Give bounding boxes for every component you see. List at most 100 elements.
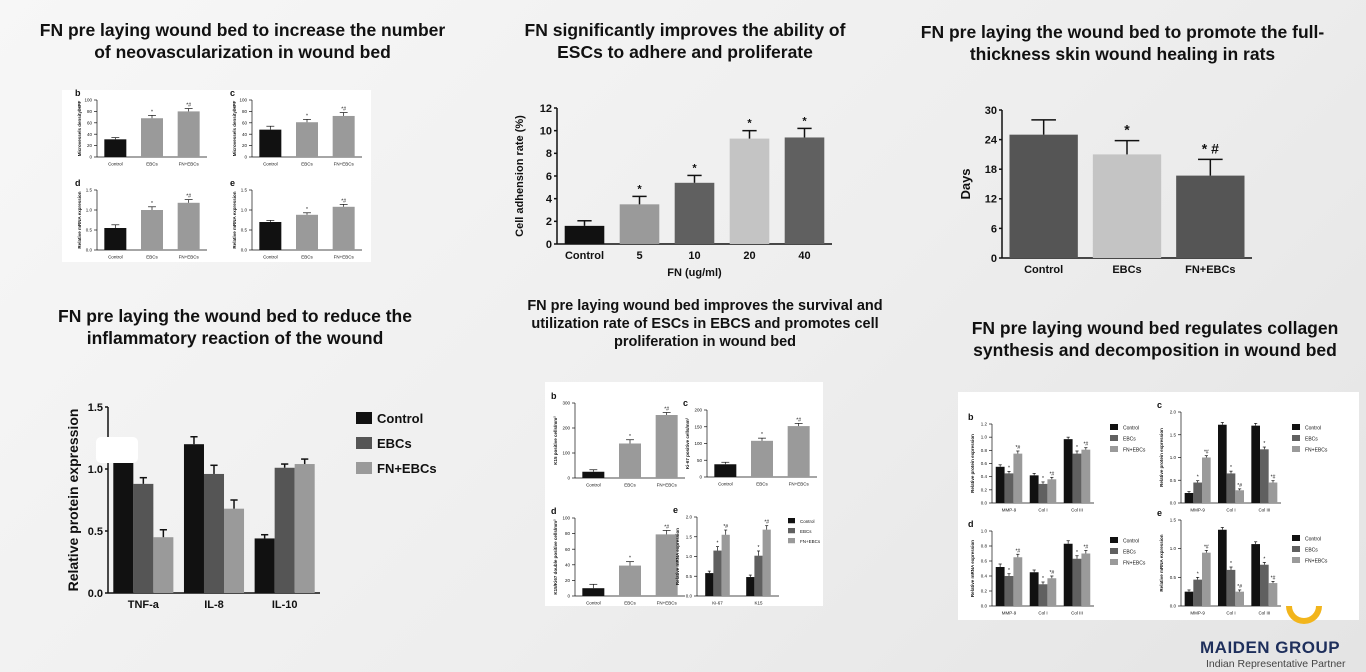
- chart-collagen-e: 0.0 0.5 1.0 1.5 * *# MMP-9 * *# Col I * *# Col III Re…: [1157, 508, 1328, 616]
- bar-control: [582, 471, 605, 478]
- category-label: EBCs: [756, 482, 768, 487]
- legend-label-fn-ebcs: FN+EBCs: [800, 539, 821, 544]
- legend-swatch-control: [788, 518, 795, 524]
- y-tick-label: 0.6: [981, 559, 988, 564]
- significance-mark: *: [629, 434, 631, 440]
- y-tick-label: 0: [546, 239, 552, 251]
- legend-label-control: Control: [377, 411, 423, 426]
- significance-mark: *: [1230, 465, 1232, 471]
- significance-mark: *: [629, 556, 631, 562]
- chart-survival-c: 0 50 100 150 200 Control * EBCs *# FN+EBCs Ki-67 p…: [683, 398, 817, 487]
- title-adhesion: FN significantly improves the ability of…: [524, 20, 846, 62]
- significance-mark: *#: [1049, 471, 1054, 477]
- significance-mark: *: [1197, 475, 1199, 481]
- bar-mmp-9-fn-ebcs: [1202, 552, 1211, 606]
- category-label: EBCs: [624, 483, 636, 488]
- category-label: Col III: [1071, 611, 1083, 616]
- bar-il-8-ebcs: [203, 473, 225, 593]
- y-tick-label: 0: [89, 155, 92, 160]
- significance-mark: *#: [723, 524, 728, 530]
- category-label: Control: [108, 255, 123, 260]
- legend-swatch-ebcs: [788, 528, 795, 534]
- significance-mark: *: [802, 115, 807, 127]
- bar-col-iii-control: [1251, 544, 1260, 606]
- y-tick-label: 0.0: [686, 594, 693, 599]
- panel-letter: b: [968, 412, 974, 422]
- bar-mmp-9-ebcs: [1193, 579, 1202, 606]
- y-tick-label: 0.0: [981, 501, 988, 506]
- bar-fn-ebcs: [177, 111, 200, 157]
- category-label: Col I: [1038, 508, 1047, 513]
- category-label: Ki-67: [712, 601, 723, 606]
- y-axis-label: Relative mRNA expression: [970, 540, 975, 597]
- y-tick-label: 1.5: [1170, 432, 1177, 437]
- significance-mark: *#: [1083, 545, 1088, 551]
- bar-ebcs: [296, 214, 318, 250]
- legend-label-control: Control: [800, 519, 815, 524]
- panel-letter: c: [1157, 400, 1162, 410]
- significance-mark: *#: [664, 407, 669, 413]
- bar-5: [619, 204, 660, 244]
- bar-ki-67-ebcs: [713, 550, 722, 596]
- panel-letter: d: [968, 519, 974, 529]
- panel-letter: b: [551, 391, 557, 401]
- panel-letter: d: [75, 178, 81, 188]
- category-label: EBCs: [146, 255, 158, 260]
- y-tick-label: 60: [242, 120, 248, 125]
- y-axis-label: K15/Ki67 double positive cells/mm²: [553, 519, 558, 595]
- y-tick-label: 0.2: [981, 589, 988, 594]
- category-label: TNF-a: [128, 599, 160, 611]
- category-label: Control: [718, 482, 733, 487]
- bar-col-iii-ebcs: [1072, 453, 1082, 503]
- significance-mark: *#: [664, 524, 669, 530]
- category-label: EBCs: [146, 162, 158, 167]
- legend-swatch-ebcs: [356, 437, 372, 449]
- chart-survival-b: 0 100 200 300 Control * EBCs *# FN+EBCs K15 posit…: [551, 391, 685, 488]
- bar-control: [259, 222, 282, 250]
- legend-swatch-fn-ebcs: [788, 538, 795, 544]
- y-axis-label: Microvessels density/HPF: [77, 100, 82, 156]
- bar-col-i-ebcs: [1038, 584, 1048, 606]
- y-tick-label: 200: [562, 426, 570, 431]
- significance-mark: *#: [1204, 450, 1209, 456]
- legend-label-ebcs: EBCs: [1123, 550, 1136, 556]
- chart-survival-e: 0.0 0.5 1.0 1.5 2.0 * *# Ki-67 * *# K15 Relative mR…: [673, 505, 821, 606]
- bar-control: [104, 228, 127, 250]
- y-axis-label: Relative mRNA expression: [675, 528, 680, 585]
- y-tick-label: 0: [567, 594, 570, 599]
- y-axis-label: Relative protein expression: [65, 409, 81, 592]
- y-tick-label: 1.5: [241, 188, 248, 193]
- legend-label-ebcs: EBCs: [1305, 437, 1318, 443]
- y-tick-label: 0.8: [981, 544, 988, 549]
- significance-mark: *#: [1271, 575, 1276, 581]
- bar-ebcs: [619, 443, 641, 478]
- y-tick-label: 0.0: [241, 248, 248, 253]
- significance-mark: *: [1230, 561, 1232, 567]
- bar-ebcs: [619, 565, 641, 596]
- y-tick-label: 2: [546, 216, 552, 228]
- significance-mark: *: [151, 201, 153, 207]
- category-label: IL-10: [272, 599, 298, 611]
- y-axis-label: Relative mRNA expression: [77, 191, 82, 248]
- maiden-group-logo: MAIDEN GROUP Indian Representative Partn…: [1198, 602, 1366, 672]
- category-label: Col I: [1226, 611, 1235, 616]
- category-label: Control: [263, 255, 278, 260]
- y-tick-label: 20: [565, 578, 571, 583]
- category-label: FN+EBCs: [789, 482, 810, 487]
- y-tick-label: 0: [244, 155, 247, 160]
- category-label: EBCs: [1112, 264, 1141, 276]
- y-tick-label: 0: [567, 476, 570, 481]
- significance-mark: *: [1263, 441, 1265, 447]
- legend-label-fn-ebcs: FN+EBCs: [1123, 448, 1146, 454]
- category-label: FN+EBCs: [657, 601, 678, 606]
- legend-label-fn-ebcs: FN+EBCs: [1123, 561, 1146, 567]
- bar-ki-67-control: [705, 573, 714, 596]
- y-axis-label: K15 positive cells/mm²: [553, 416, 558, 465]
- bar-ebcs: [141, 118, 163, 157]
- category-label: 10: [688, 250, 700, 262]
- bar-col-iii-ebcs: [1260, 564, 1269, 606]
- y-tick-label: 1.5: [88, 402, 103, 414]
- logo-tagline: Indian Representative Partner: [1206, 658, 1346, 670]
- bar-mmp-9-ebcs: [1193, 482, 1202, 503]
- y-tick-label: 0.0: [88, 588, 103, 600]
